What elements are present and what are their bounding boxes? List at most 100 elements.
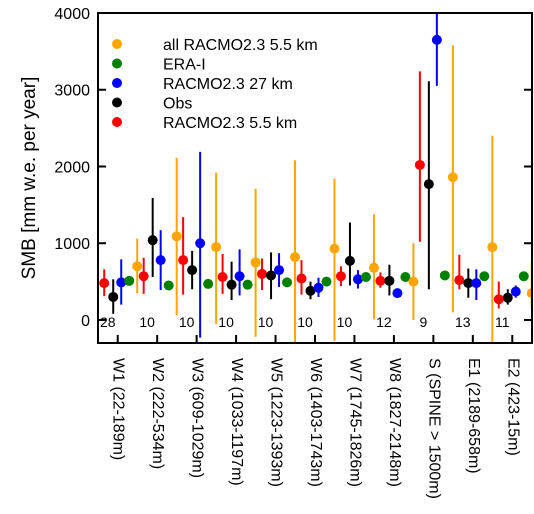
data-point bbox=[439, 270, 450, 281]
data-point bbox=[414, 159, 425, 170]
data-point bbox=[313, 282, 324, 293]
data-point bbox=[178, 255, 189, 266]
data-point bbox=[274, 265, 285, 276]
legend: all RACMO2.3 5.5 km ERA-I RACMO2.3 27 km Ob… bbox=[112, 37, 318, 132]
legend-item-racmo2-3-27-km: RACMO2.3 27 km bbox=[112, 76, 293, 93]
x-category-label: S (SPINE > 1500m) bbox=[425, 358, 442, 499]
legend-label: RACMO2.3 27 km bbox=[163, 76, 293, 93]
legend-label: Obs bbox=[163, 96, 192, 113]
sample-count-label: 10 bbox=[139, 314, 155, 330]
legend-label: ERA-I bbox=[163, 57, 206, 74]
data-point bbox=[454, 275, 465, 286]
y-tick-label: 0 bbox=[81, 313, 90, 330]
x-category-label: E1 (2189-658m) bbox=[465, 358, 482, 474]
data-point bbox=[518, 271, 529, 282]
data-point bbox=[163, 280, 174, 291]
x-category-label: W4 (1033-1197m) bbox=[228, 358, 245, 486]
data-point bbox=[471, 278, 482, 289]
data-point bbox=[400, 272, 411, 282]
x-category-label: W5 (1223-1393m) bbox=[268, 358, 285, 487]
series-era-i bbox=[124, 270, 529, 291]
legend-marker bbox=[112, 58, 122, 69]
data-point bbox=[360, 272, 371, 282]
data-point bbox=[242, 279, 253, 290]
x-category-label: E2 (423-15m) bbox=[504, 358, 521, 456]
sample-count-label: 10 bbox=[258, 314, 274, 330]
series-obs bbox=[108, 81, 513, 314]
data-point bbox=[266, 270, 277, 281]
data-point bbox=[257, 268, 268, 279]
data-point bbox=[335, 271, 346, 282]
data-point bbox=[321, 276, 332, 287]
data-point bbox=[147, 235, 158, 246]
data-point bbox=[187, 265, 198, 276]
data-point bbox=[99, 278, 110, 289]
sample-count-label: 9 bbox=[419, 314, 427, 330]
data-point bbox=[282, 277, 293, 288]
data-point bbox=[226, 279, 237, 290]
x-category-label: W7 (1745-1826m) bbox=[346, 358, 363, 487]
data-point bbox=[329, 243, 340, 254]
data-point bbox=[423, 179, 434, 190]
legend-marker bbox=[112, 117, 122, 127]
data-point bbox=[368, 262, 379, 273]
sample-count-label: 12 bbox=[376, 314, 392, 330]
data-point bbox=[116, 277, 127, 288]
data-point bbox=[502, 292, 513, 303]
legend-item-racmo2-3-5-5-km: RACMO2.3 5.5 km bbox=[112, 115, 297, 132]
sample-count-label: 11 bbox=[495, 314, 510, 330]
plot-axes: 0 1000 2000 3000 4000 28 W1 (22-189m) 10 W2 (222… bbox=[54, 6, 533, 499]
data-point bbox=[290, 252, 301, 263]
legend-marker bbox=[112, 78, 122, 88]
sample-count-label: 10 bbox=[337, 314, 353, 330]
data-point bbox=[195, 238, 206, 249]
data-point bbox=[510, 286, 521, 297]
y-tick-label: 3000 bbox=[54, 83, 90, 100]
data-point bbox=[124, 275, 135, 286]
data-point bbox=[203, 278, 214, 289]
data-point bbox=[392, 288, 403, 299]
y-tick-label: 2000 bbox=[54, 159, 90, 176]
legend-marker bbox=[112, 97, 122, 108]
legend-marker bbox=[112, 39, 122, 49]
data-point bbox=[234, 271, 245, 282]
data-point bbox=[171, 231, 182, 242]
x-category-label: W1 (22-189m) bbox=[110, 358, 127, 460]
legend-item-all-racmo2-3-5-5-km: all RACMO2.3 5.5 km bbox=[112, 37, 318, 54]
data-point bbox=[155, 255, 166, 266]
data-point bbox=[447, 172, 458, 183]
y-axis-label: SMB [mm w.e. per year] bbox=[19, 77, 40, 280]
data-point bbox=[384, 275, 395, 286]
series-racmo2-3-5-5-km bbox=[99, 71, 504, 309]
data-point bbox=[250, 257, 261, 268]
sample-count-label: 28 bbox=[100, 314, 116, 330]
x-category-label: W2 (222-534m) bbox=[149, 358, 166, 469]
legend-item-era-i: ERA-I bbox=[112, 57, 206, 74]
sample-count-label: 13 bbox=[455, 314, 471, 330]
data-point bbox=[479, 271, 490, 282]
x-category-label: W3 (609-1029m) bbox=[189, 358, 206, 478]
x-category-label: W8 (1827-2148m) bbox=[386, 358, 403, 487]
data-point bbox=[344, 255, 355, 266]
y-tick-label: 4000 bbox=[54, 6, 90, 23]
data-point bbox=[211, 242, 222, 253]
data-point bbox=[408, 276, 419, 287]
data-point bbox=[132, 261, 143, 272]
sample-count-label: 10 bbox=[218, 314, 234, 330]
data-point bbox=[463, 278, 474, 289]
plot-marks bbox=[99, 13, 532, 343]
data-point bbox=[431, 34, 442, 45]
series-racmo2-3-27-km bbox=[116, 13, 521, 338]
data-point bbox=[138, 271, 149, 282]
data-point bbox=[493, 294, 504, 305]
data-point bbox=[487, 242, 498, 253]
legend-label: RACMO2.3 5.5 km bbox=[163, 115, 297, 132]
legend-item-obs: Obs bbox=[112, 96, 192, 113]
x-category-label: W6 (1403-1743m) bbox=[307, 358, 324, 487]
data-point bbox=[108, 291, 119, 302]
data-point bbox=[217, 272, 228, 282]
data-point bbox=[526, 288, 532, 299]
data-point bbox=[305, 285, 316, 296]
y-tick-label: 1000 bbox=[54, 236, 90, 253]
